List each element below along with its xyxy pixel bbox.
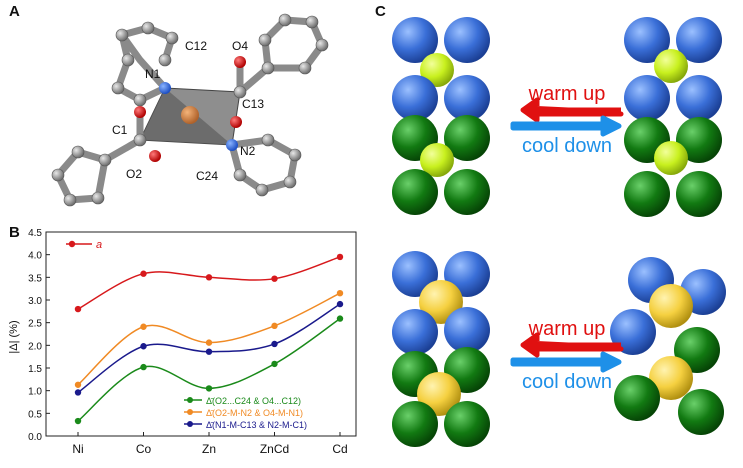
data-point <box>205 348 213 355</box>
data-point <box>74 417 82 425</box>
data-point <box>140 343 147 350</box>
stack-row1-left <box>392 17 490 215</box>
legend-label: Δ̄(O2...C24 & O4...C12) <box>206 396 301 406</box>
oxygen-atoms <box>134 56 246 162</box>
y-tick-label: 3.5 <box>28 273 42 284</box>
atom-label-n1: N1 <box>145 67 161 81</box>
atom-label-o4: O4 <box>232 39 248 53</box>
carbon-atoms <box>51 13 329 207</box>
metal-atom <box>181 106 199 124</box>
y-tick-label: 1.5 <box>28 364 42 375</box>
x-tick-label: Ni <box>72 442 83 456</box>
y-tick-label: 3.0 <box>28 296 42 307</box>
x-tick-label: Co <box>136 442 152 456</box>
distortion-line-chart: |Δ| (%) 0.0 0.5 1.0 1.5 2.0 2.5 3.0 3.5 4.0 4.5 N… <box>8 228 357 456</box>
data-point <box>140 323 147 330</box>
cool-down-arrow-row1 <box>510 115 622 137</box>
data-point <box>74 389 82 396</box>
panel-letter-c: C <box>375 3 386 20</box>
data-point <box>336 315 344 322</box>
legend-marker-a <box>68 240 76 248</box>
legend-marker <box>187 421 193 427</box>
y-tick-label: 1.0 <box>28 387 42 398</box>
legend-label: Δ̄(O2-M-N2 & O4-M-N1) <box>206 408 303 418</box>
y-tick-label: 2.0 <box>28 341 42 352</box>
y-tick-label: 4.5 <box>28 228 42 239</box>
data-point <box>205 339 213 346</box>
data-point <box>271 360 278 368</box>
data-point <box>271 275 278 282</box>
legend-marker <box>187 409 193 415</box>
x-tick-label: ZnCd <box>260 442 289 456</box>
data-point <box>336 300 344 308</box>
cool-down-label-row1: cool down <box>522 135 612 157</box>
x-tick-label: Cd <box>332 442 347 456</box>
data-point <box>140 363 147 371</box>
atom-label-c12: C12 <box>185 39 207 53</box>
legend-label-a: a <box>96 239 102 251</box>
x-tick-label: Zn <box>202 442 216 456</box>
warm-up-arrow-row1 <box>520 97 624 123</box>
stack-row2-left <box>392 251 490 447</box>
atom-label-o2: O2 <box>126 167 142 181</box>
data-point <box>271 322 278 330</box>
panel-letter-b: B <box>9 224 20 241</box>
panel-letter-a: A <box>9 3 20 20</box>
y-tick-label: 0.0 <box>28 432 42 443</box>
data-point <box>205 385 213 392</box>
legend-label: Δ̄(N1-M-C13 & N2-M-C1) <box>206 420 307 430</box>
nitrogen-atoms <box>159 82 238 151</box>
cool-down-arrow-row2 <box>510 351 622 373</box>
y-tick-label: 0.5 <box>28 409 42 420</box>
data-point <box>74 381 82 388</box>
data-point <box>140 270 147 277</box>
data-point <box>336 253 344 261</box>
y-tick-label: 4.0 <box>28 251 42 262</box>
molecule-structure: C12 O4 N1 C13 C1 N2 O2 C24 <box>51 13 329 207</box>
data-point <box>74 305 82 313</box>
cool-down-label-row2: cool down <box>522 371 612 393</box>
data-point <box>271 340 278 348</box>
y-tick-label: 2.5 <box>28 319 42 330</box>
series-line-1 <box>77 292 341 386</box>
atom-label-c1: C1 <box>112 123 128 137</box>
legend-marker <box>187 397 193 403</box>
series-line-2 <box>77 303 341 394</box>
atom-label-n2: N2 <box>240 144 256 158</box>
data-point <box>336 290 344 297</box>
y-axis-label: |Δ| (%) <box>8 320 20 353</box>
stack-row1-right <box>624 17 722 217</box>
warm-up-label-row2: warm up <box>528 318 606 340</box>
data-point <box>205 274 213 281</box>
atom-label-c24: C24 <box>196 169 218 183</box>
warm-up-label-row1: warm up <box>528 83 606 105</box>
stack-row2-right <box>610 257 726 435</box>
warm-up-arrow-row2 <box>520 332 624 358</box>
series-line-0 <box>77 256 341 310</box>
atom-label-c13: C13 <box>242 97 264 111</box>
sphere-stack-figure: warm up cool down warm up cool down <box>392 17 726 447</box>
plot-frame <box>45 231 357 437</box>
